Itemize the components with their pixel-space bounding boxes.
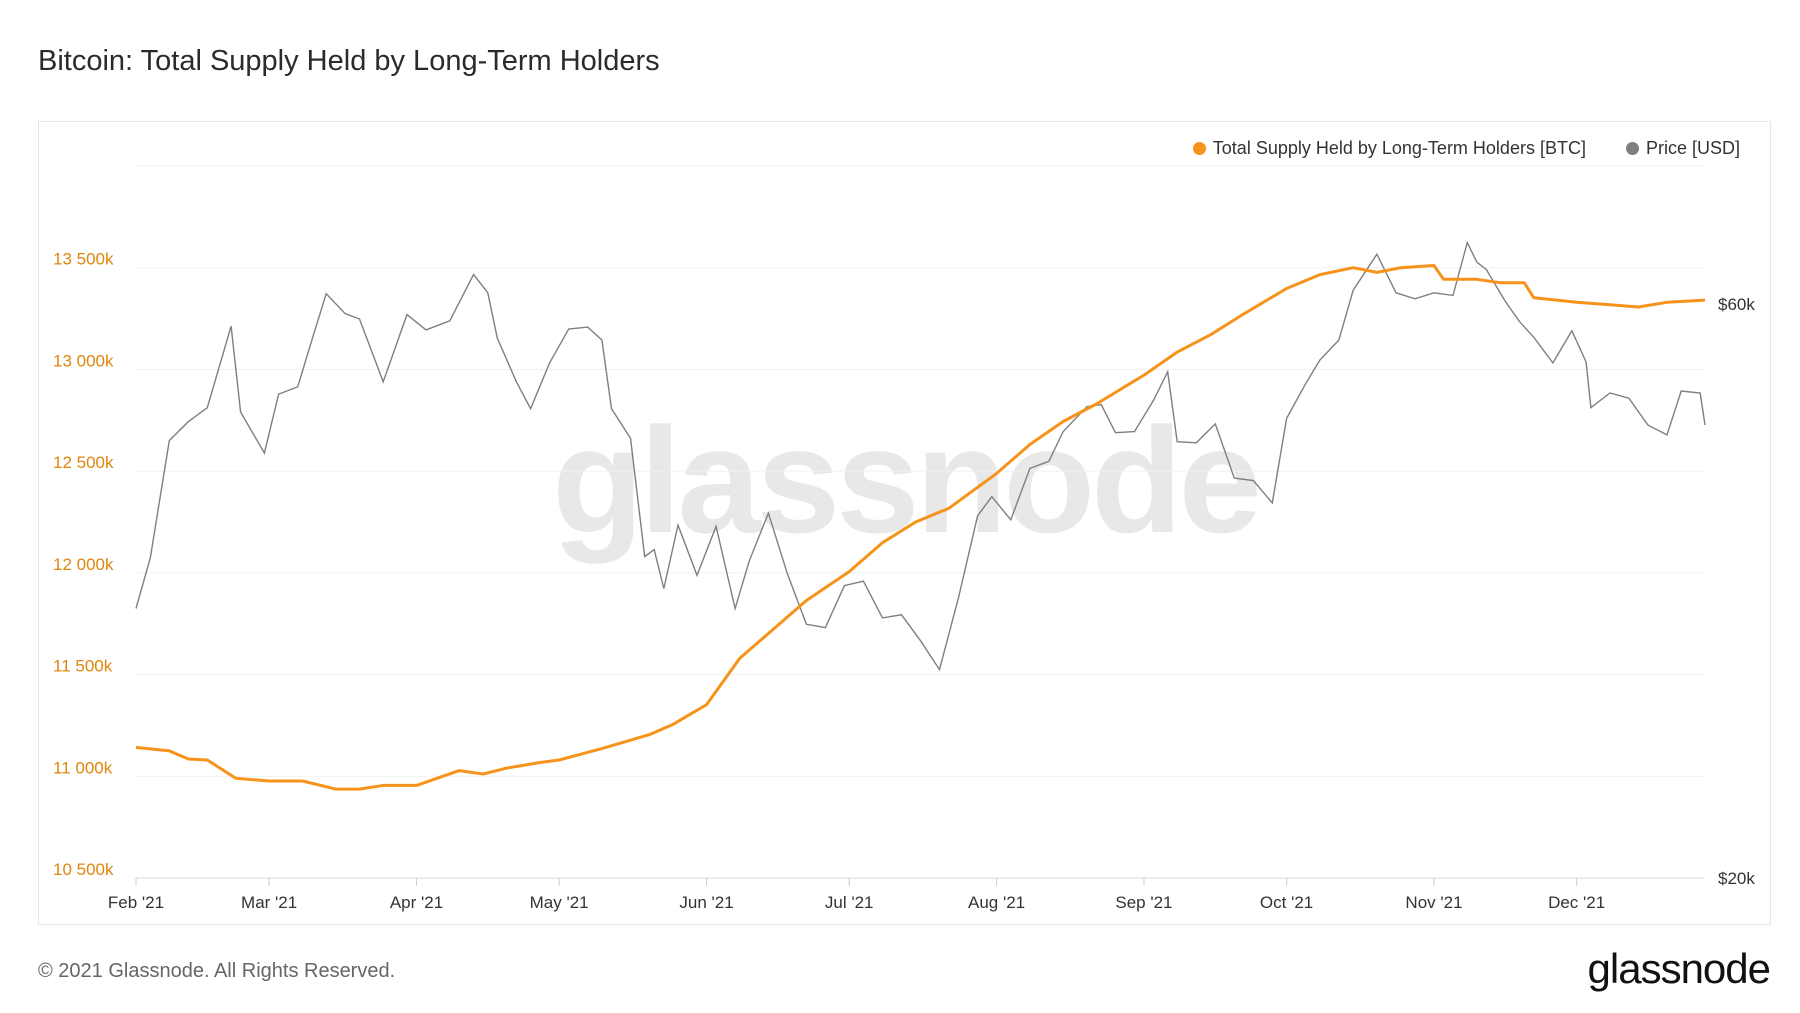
- x-tick-label: Jun '21: [679, 893, 733, 912]
- legend-dot-icon: [1625, 142, 1639, 155]
- x-tick-label: Aug '21: [968, 893, 1025, 912]
- x-tick-label: Dec '21: [1548, 893, 1605, 912]
- y-tick-label-right: $20k: [1718, 869, 1755, 888]
- copyright: © 2021 Glassnode. All Rights Reserved.: [38, 960, 396, 982]
- watermark: glassnode: [552, 396, 1258, 564]
- series-line-lth-supply: [135, 264, 1706, 791]
- legend-label: Price [USD]: [1645, 138, 1740, 158]
- y-tick-label-left: 10 500k: [53, 860, 114, 879]
- legend-item-lth-supply[interactable]: Total Supply Held by Long-Term Holders […: [1192, 138, 1586, 159]
- y-tick-label-right: $60k: [1718, 295, 1755, 314]
- y-tick-label-left: 13 000k: [53, 351, 114, 370]
- x-tick-label: Nov '21: [1405, 893, 1462, 912]
- chart-container: Total Supply Held by Long-Term Holders […: [38, 121, 1771, 925]
- x-tick-label: Sep '21: [1115, 893, 1172, 912]
- plot-area: glassnode 10 500k 11 000k 11 500k 12 000k 12…: [53, 165, 1755, 912]
- legend-label: Total Supply Held by Long-Term Holders […: [1212, 138, 1586, 158]
- legend-dot-icon: [1192, 142, 1206, 155]
- x-tick-label: Apr '21: [390, 893, 443, 912]
- glassnode-logo: glassnode: [1587, 945, 1771, 992]
- chart-title: Bitcoin: Total Supply Held by Long-Term …: [38, 45, 660, 77]
- x-tick-label: May '21: [530, 893, 589, 912]
- y-tick-label-left: 12 000k: [53, 555, 114, 574]
- legend: Total Supply Held by Long-Term Holders […: [1192, 138, 1740, 159]
- x-tick-label: Oct '21: [1260, 893, 1313, 912]
- y-tick-label-left: 11 000k: [53, 758, 113, 777]
- y-tick-label-left: 11 500k: [53, 657, 113, 676]
- x-tick-label: Feb '21: [108, 893, 164, 912]
- x-tick-label: Jul '21: [825, 893, 874, 912]
- y-tick-label-left: 12 500k: [53, 453, 114, 472]
- series-line-price: [135, 240, 1706, 672]
- x-tick-label: Mar '21: [241, 893, 297, 912]
- legend-item-price[interactable]: Price [USD]: [1625, 138, 1740, 159]
- y-tick-label-left: 13 500k: [53, 250, 114, 269]
